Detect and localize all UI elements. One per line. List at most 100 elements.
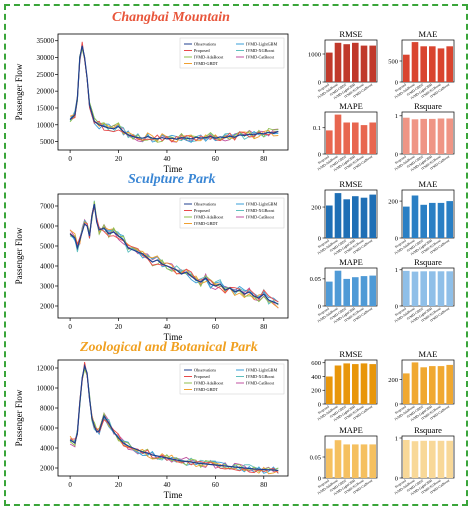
- bar-1-0-2: [343, 199, 350, 238]
- bar-2-1-4: [437, 366, 445, 404]
- bar-1-1-2: [420, 204, 427, 238]
- bar-0-1-2: [420, 46, 427, 82]
- bar-1-2-5: [369, 275, 376, 306]
- bar-category-label-2-2-0: Proposed: [317, 478, 330, 489]
- figure-border: [4, 4, 468, 506]
- y-tick-label-2-2: 6000: [40, 425, 55, 433]
- bar-2-1-5: [446, 364, 453, 404]
- bar-category-label-1-0-0: Proposed: [317, 238, 330, 249]
- bar-y-tick-label-2-2-1: 0.05: [310, 454, 321, 461]
- bar-frame-2-0: [324, 359, 378, 405]
- y-tick-label-2-4: 10000: [37, 385, 55, 393]
- section-title-2: Sculpture Park: [128, 172, 216, 187]
- bar-y-tick-label-0-0-1: 1000: [308, 51, 321, 58]
- y-tick-label-0-1: 10000: [37, 121, 55, 129]
- bar-2-2-0: [326, 448, 333, 478]
- bar-title-2-3: Rsquare: [414, 425, 442, 435]
- y-tick-label-0-5: 30000: [37, 54, 55, 62]
- bar-1-3-1: [411, 271, 419, 306]
- bar-frame-2-2: [324, 435, 378, 479]
- bar-0-1-3: [429, 46, 436, 82]
- bar-2-3-1: [411, 441, 419, 478]
- x-tick-label-0-2: 40: [163, 155, 171, 163]
- bar-category-label-0-0-0: Proposed: [317, 82, 330, 93]
- bar-y-tick-label-2-0-0: 0: [318, 401, 321, 408]
- bar-1-3-3: [429, 271, 436, 306]
- legend-label-2-6: IVMD-CatBoost: [246, 381, 275, 386]
- bar-2-0-1: [334, 365, 342, 404]
- bar-1-1-0: [403, 206, 410, 238]
- bar-0-2-3: [352, 122, 359, 154]
- y-tick-label-0-2: 15000: [37, 104, 55, 112]
- y-tick-label-0-6: 35000: [37, 37, 55, 45]
- bar-2-3-2: [420, 440, 427, 478]
- bar-0-3-4: [437, 118, 445, 154]
- bar-1-3-5: [446, 271, 453, 306]
- bar-frame-0-0: [324, 39, 378, 83]
- x-tick-label-1-4: 80: [260, 323, 268, 331]
- x-tick-label-2-4: 80: [260, 481, 268, 489]
- bar-2-2-5: [369, 444, 376, 478]
- bar-category-label-2-1-0: Proposed: [394, 404, 407, 415]
- y-tick-label-0-4: 25000: [37, 71, 55, 79]
- bar-title-0-0: RMSE: [339, 29, 362, 39]
- bar-1-2-2: [343, 278, 350, 306]
- section-title-3: Zoological and Botanical Park: [80, 340, 258, 355]
- bar-title-0-3: Rsquare: [414, 101, 442, 111]
- x-tick-label-0-3: 60: [212, 155, 220, 163]
- x-tick-label-1-3: 60: [212, 323, 220, 331]
- y-axis-label-0: Passenger Flow: [14, 63, 24, 120]
- legend-label-0-1: Proposed: [194, 48, 210, 53]
- x-tick-label-2-2: 40: [163, 481, 171, 489]
- legend-box-1: [179, 197, 285, 229]
- bar-1-0-1: [334, 193, 342, 238]
- bar-1-0-3: [352, 196, 359, 238]
- y-tick-label-0-0: 5000: [40, 138, 55, 146]
- legend-label-2-0: Observations: [194, 368, 216, 373]
- bar-y-tick-label-2-0-2: 400: [311, 374, 321, 381]
- bar-y-tick-label-0-3-0: 0: [395, 151, 398, 158]
- x-tick-label-1-1: 20: [115, 323, 123, 331]
- bar-frame-2-1: [401, 359, 455, 405]
- bar-frame-2-3: [401, 435, 455, 479]
- bar-0-3-3: [429, 118, 436, 154]
- bar-y-tick-label-1-2-0: 0: [318, 303, 321, 310]
- bar-0-2-4: [360, 125, 368, 154]
- legend-label-0-3: IVMD-GBDT: [194, 61, 218, 66]
- legend-label-0-6: IVMD-CatBoost: [246, 55, 275, 60]
- bar-2-3-0: [403, 440, 410, 478]
- bar-y-tick-label-0-2-0: 0: [318, 151, 321, 158]
- x-tick-label-2-1: 20: [115, 481, 123, 489]
- bar-y-tick-label-0-1-1: 500: [388, 58, 398, 65]
- bar-1-0-0: [326, 205, 333, 238]
- bar-0-2-2: [343, 122, 350, 154]
- bar-2-2-4: [360, 444, 368, 478]
- bar-0-0-2: [343, 44, 350, 82]
- bar-0-0-4: [360, 45, 368, 82]
- bar-y-tick-label-1-1-1: 200: [388, 198, 398, 205]
- bar-0-3-0: [403, 117, 410, 154]
- bar-frame-0-3: [401, 111, 455, 155]
- bar-title-1-2: MAPE: [339, 257, 363, 267]
- bar-0-2-1: [334, 114, 342, 154]
- bar-title-1-1: MAE: [419, 179, 438, 189]
- legend-label-2-3: IVMD-GBDT: [194, 387, 218, 392]
- legend-label-0-0: Observations: [194, 42, 216, 47]
- bar-category-label-0-2-0: Proposed: [317, 154, 330, 165]
- y-tick-label-1-5: 7000: [40, 203, 55, 211]
- bar-2-2-2: [343, 444, 350, 478]
- bar-frame-1-0: [324, 189, 378, 239]
- bar-0-0-1: [334, 42, 342, 82]
- bar-y-tick-label-2-1-0: 0: [395, 401, 398, 408]
- bar-y-tick-label-1-0-1: 200: [311, 204, 321, 211]
- bar-2-0-4: [360, 363, 368, 404]
- x-tick-label-0-1: 20: [115, 155, 123, 163]
- bar-1-1-4: [437, 202, 445, 238]
- legend-label-2-2: IVMD-AdaBoost: [194, 381, 224, 386]
- y-tick-label-2-5: 12000: [37, 365, 55, 373]
- y-axis-label-1: Passenger Flow: [14, 227, 24, 284]
- bar-category-label-1-2-0: Proposed: [317, 306, 330, 317]
- bar-1-2-4: [360, 276, 368, 306]
- x-tick-label-2-3: 60: [212, 481, 220, 489]
